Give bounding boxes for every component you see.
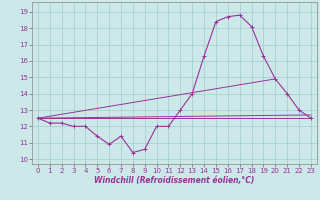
X-axis label: Windchill (Refroidissement éolien,°C): Windchill (Refroidissement éolien,°C) [94,176,255,185]
